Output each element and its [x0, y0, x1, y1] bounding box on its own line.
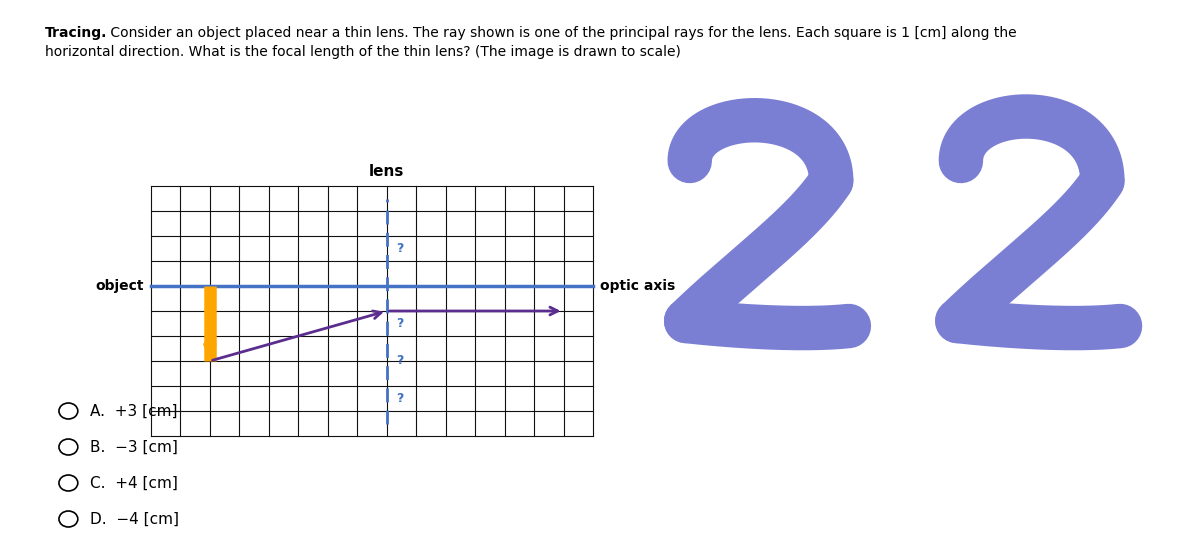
- Text: object: object: [95, 279, 144, 293]
- Text: B.  −3 [cm]: B. −3 [cm]: [90, 439, 178, 454]
- Text: A.  +3 [cm]: A. +3 [cm]: [90, 404, 177, 419]
- Text: ?: ?: [396, 242, 403, 255]
- Text: ?: ?: [396, 355, 403, 368]
- Text: horizontal direction. What is the focal length of the thin lens? (The image is d: horizontal direction. What is the focal …: [45, 45, 680, 59]
- Text: ?: ?: [396, 392, 403, 405]
- Text: lens: lens: [369, 164, 404, 179]
- Text: D.  −4 [cm]: D. −4 [cm]: [90, 512, 178, 527]
- Text: optic axis: optic axis: [600, 279, 676, 293]
- Text: ?: ?: [396, 317, 403, 330]
- Text: Consider an object placed near a thin lens. The ray shown is one of the principa: Consider an object placed near a thin le…: [106, 26, 1016, 40]
- Text: C.  +4 [cm]: C. +4 [cm]: [90, 475, 178, 490]
- Text: Tracing.: Tracing.: [45, 26, 107, 40]
